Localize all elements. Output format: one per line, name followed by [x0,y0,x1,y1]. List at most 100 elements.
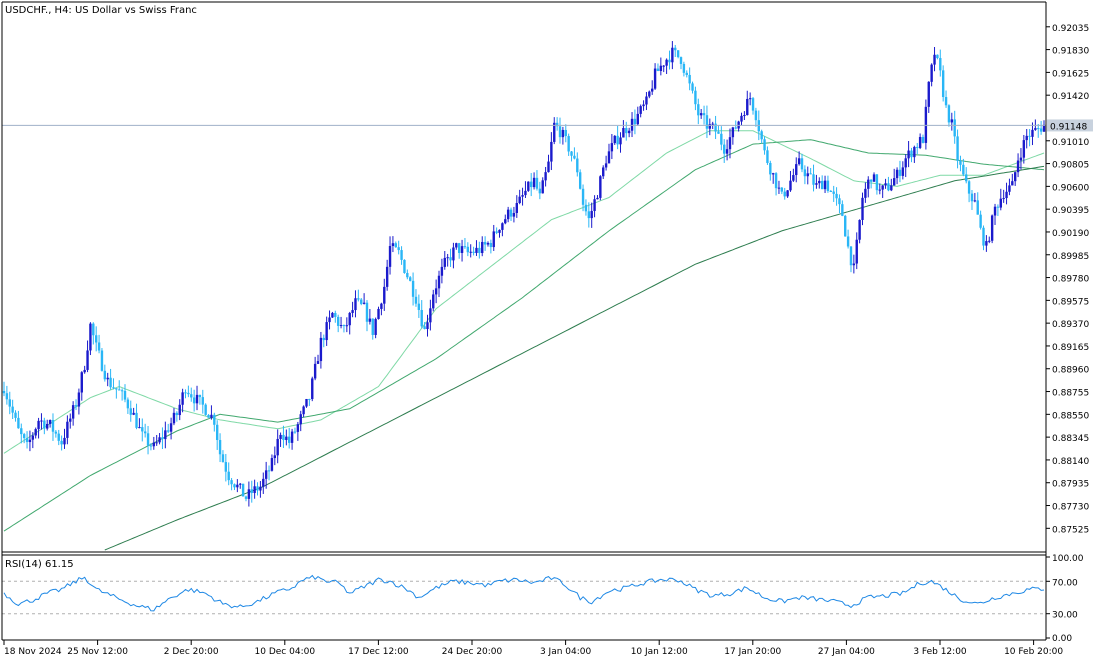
candle-body [397,247,400,251]
candle-body [864,188,867,198]
candle-body [5,393,9,400]
candle-body [930,64,933,82]
candle-body [947,105,951,123]
candle-body [403,259,406,273]
x-tick-label: 10 Dec 04:00 [255,647,316,657]
candle-body [345,325,349,327]
candle-body [936,54,939,59]
candle-body [636,113,639,125]
candle-body [123,390,127,400]
candle-body [769,162,772,175]
candle-body [426,322,429,330]
candle-body [619,137,622,145]
y-tick-label: 0.90395 [1052,206,1089,216]
candle-body [184,392,187,394]
candle-body [858,219,861,240]
candle-body [944,97,948,106]
candle-body [54,431,58,434]
candle-body [290,431,294,443]
candle-body [576,158,579,173]
candle-body [682,63,686,73]
candle-body [94,335,98,343]
candle-body [60,440,63,445]
candle-body [616,135,619,145]
candle-body [740,115,743,122]
rsi-y-tick-label: 100.00 [1052,554,1084,564]
candle-body [590,210,593,219]
candle-body [187,392,190,395]
candle-body [867,179,870,189]
rsi-y-tick-label: 0.00 [1052,634,1072,644]
candle-body [489,242,493,248]
candle-body [264,470,268,479]
candle-body [567,136,570,152]
candle-body [371,318,374,335]
candle-body [604,163,608,168]
y-tick-label: 0.89370 [1052,320,1089,330]
candle-body [743,115,746,117]
candle-body [443,257,446,267]
candle-body [259,486,262,491]
y-tick-label: 0.90190 [1052,229,1089,239]
candle-body [282,434,285,441]
candle-body [846,236,850,247]
candle-body [668,59,671,63]
candle-body [780,187,784,192]
candle-body [129,408,132,415]
candle-body [774,173,778,189]
candle-body [694,90,697,105]
candle-body [849,246,853,266]
candle-body [2,390,6,394]
candle-body [190,394,193,398]
candle-body [627,130,631,134]
candle-body [535,177,539,189]
candle-body [167,430,170,432]
candle-body [250,489,253,494]
candle-body [878,189,881,191]
candle-body [351,310,354,313]
candle-body [97,342,101,351]
candle-body [705,115,709,129]
candle-body [642,104,645,107]
candle-body [711,123,714,125]
candle-body [910,150,913,158]
candle-body [904,158,907,168]
candle-body [838,198,841,205]
candle-body [1028,135,1031,137]
candle-body [360,299,363,304]
candle-body [472,251,475,253]
candle-body [63,437,66,445]
candle-body [495,231,498,233]
candle-body [256,486,259,491]
candle-body [861,197,864,220]
candle-body [89,323,92,351]
candle-body [385,266,389,287]
candle-body [46,423,49,429]
candle-body [547,161,550,173]
y-tick-label: 0.87730 [1052,503,1089,513]
candle-body [339,325,343,327]
candle-body [512,212,516,217]
candle-body [74,405,78,407]
candle-body [939,58,942,71]
candle-body [434,288,438,295]
candle-body [599,176,602,198]
candle-body [982,227,985,246]
candle-body [247,489,251,499]
candle-body [728,137,732,150]
candle-body [702,113,706,116]
candle-body [907,150,910,159]
candle-body [437,275,441,289]
candle-body [771,173,775,175]
candle-body [717,131,720,134]
candle-body [573,155,576,159]
y-tick-label: 0.89780 [1052,275,1089,285]
candle-body [777,187,781,189]
candle-body [319,337,323,362]
candle-body [328,317,331,323]
candle-body [40,420,43,422]
candle-body [829,190,833,192]
y-tick-label: 0.88140 [1052,457,1089,467]
candle-body [818,180,821,184]
